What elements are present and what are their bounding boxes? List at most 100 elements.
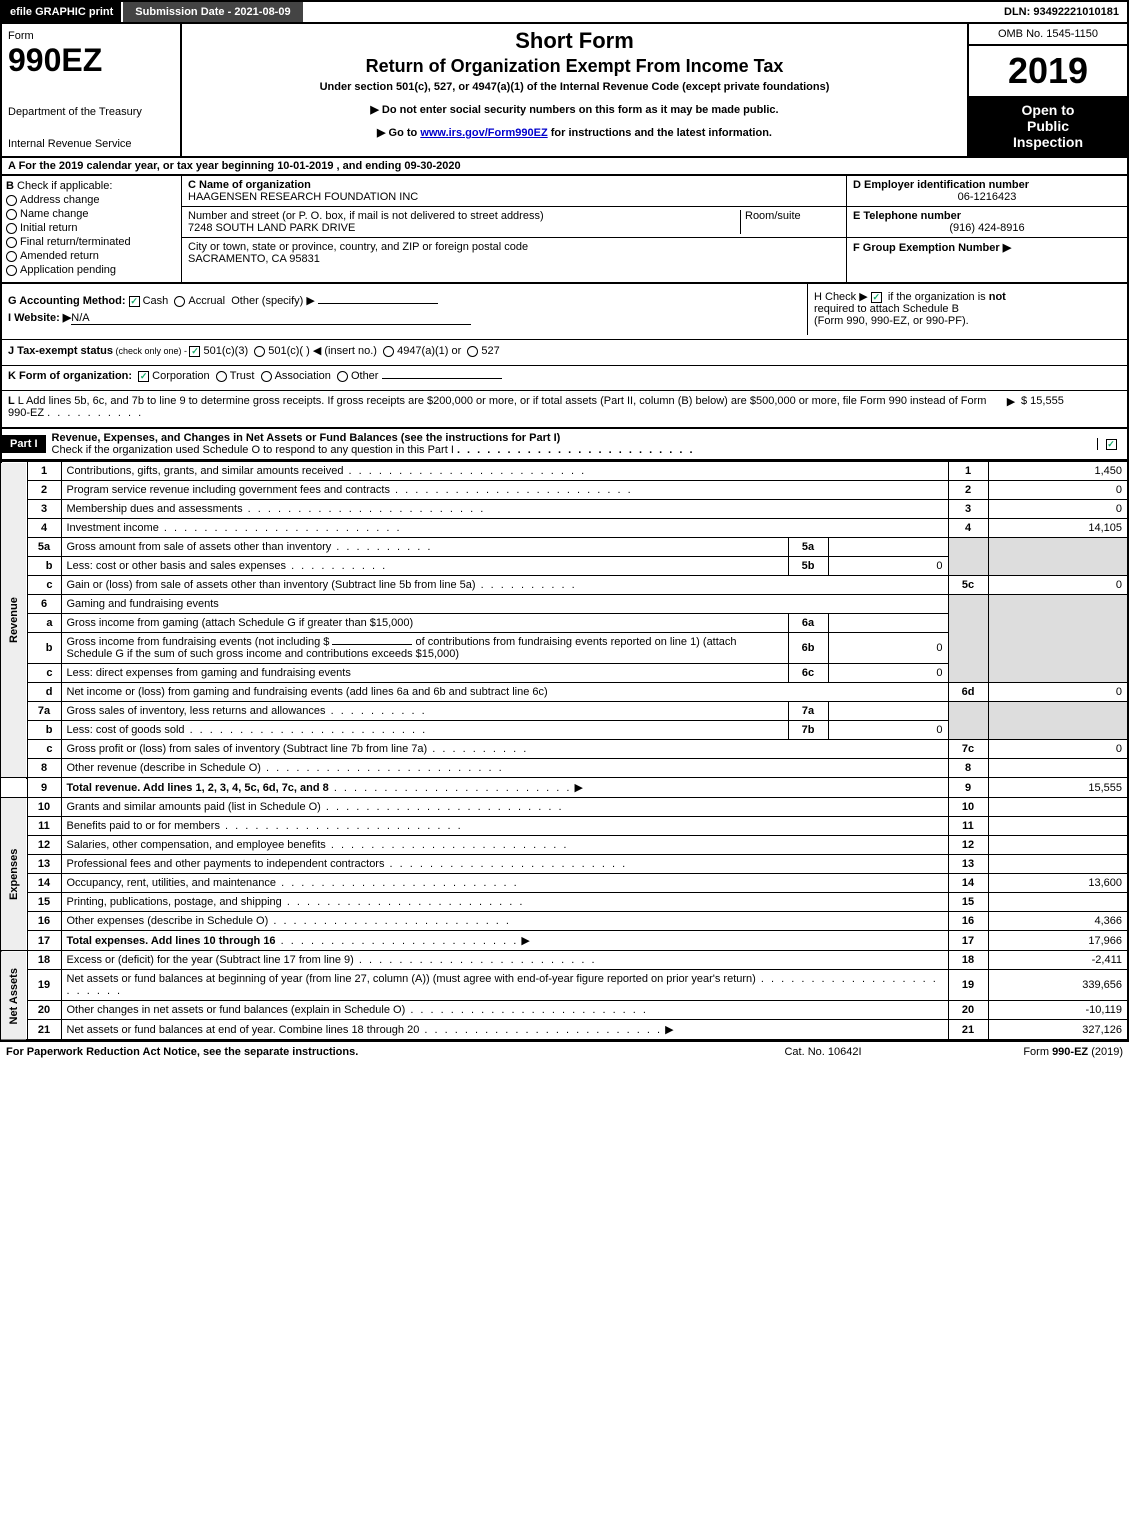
line3-amount: 0 bbox=[988, 500, 1128, 519]
line4-amount: 14,105 bbox=[988, 519, 1128, 538]
line7c-col: 7c bbox=[948, 740, 988, 759]
note-link: ▶ Go to www.irs.gov/Form990EZ for instru… bbox=[186, 126, 963, 139]
chk-501c[interactable] bbox=[254, 346, 265, 357]
line6a-desc: Gross income from gaming (attach Schedul… bbox=[61, 614, 788, 633]
chk-address-change[interactable] bbox=[6, 195, 17, 206]
line9-amount: 15,555 bbox=[988, 778, 1128, 798]
chk-527[interactable] bbox=[467, 346, 478, 357]
line6b-box: 6b bbox=[788, 633, 828, 664]
chk-initial-return[interactable] bbox=[6, 223, 17, 234]
period-line-a: A For the 2019 calendar year, or tax yea… bbox=[0, 158, 1129, 176]
title-short-form: Short Form bbox=[186, 28, 963, 54]
line10-desc: Grants and similar amounts paid (list in… bbox=[67, 801, 321, 813]
line15-desc: Printing, publications, postage, and shi… bbox=[67, 896, 282, 908]
other-org-input[interactable] bbox=[382, 378, 502, 379]
part1-bar: Part I bbox=[2, 435, 46, 453]
open-line3: Inspection bbox=[973, 134, 1123, 150]
note-link-post: for instructions and the latest informat… bbox=[548, 127, 772, 139]
section-de: D Employer identification number 06-1216… bbox=[847, 176, 1127, 282]
line15-amount bbox=[988, 893, 1128, 912]
line20-desc: Other changes in net assets or fund bala… bbox=[67, 1004, 406, 1016]
lbl-association: Association bbox=[275, 370, 331, 382]
room-label: Room/suite bbox=[740, 210, 840, 234]
note-link-pre: ▶ Go to bbox=[377, 127, 420, 139]
lbl-corporation: Corporation bbox=[152, 370, 209, 382]
lbl-other-method: Other (specify) ▶ bbox=[231, 295, 315, 307]
chk-corporation[interactable] bbox=[138, 371, 149, 382]
line3-desc: Membership dues and assessments bbox=[67, 503, 243, 515]
line14-desc: Occupancy, rent, utilities, and maintena… bbox=[67, 877, 277, 889]
page-footer: For Paperwork Reduction Act Notice, see … bbox=[0, 1041, 1129, 1062]
footer-catno: Cat. No. 10642I bbox=[723, 1046, 923, 1058]
line14-num: 14 bbox=[27, 874, 61, 893]
line5a-num: 5a bbox=[27, 538, 61, 557]
line15-num: 15 bbox=[27, 893, 61, 912]
lbl-trust: Trust bbox=[230, 370, 255, 382]
line-k: K Form of organization: Corporation Trus… bbox=[2, 365, 1127, 386]
financial-table: Revenue 1 Contributions, gifts, grants, … bbox=[0, 461, 1129, 1041]
line10-num: 10 bbox=[27, 798, 61, 817]
line5b-val: 0 bbox=[828, 557, 948, 576]
line7a-box: 7a bbox=[788, 702, 828, 721]
line6d-amount: 0 bbox=[988, 683, 1128, 702]
line7b-desc: Less: cost of goods sold bbox=[67, 724, 185, 736]
line7c-amount: 0 bbox=[988, 740, 1128, 759]
addr-value: 7248 SOUTH LAND PARK DRIVE bbox=[188, 222, 740, 234]
line4-num: 4 bbox=[27, 519, 61, 538]
chk-cash[interactable] bbox=[129, 296, 140, 307]
l-text: L Add lines 5b, 6c, and 7b to line 9 to … bbox=[8, 395, 986, 419]
line11-col: 11 bbox=[948, 817, 988, 836]
chk-association[interactable] bbox=[261, 371, 272, 382]
line-j: J Tax-exempt status (check only one) - 5… bbox=[2, 339, 1127, 361]
chk-amended-return[interactable] bbox=[6, 251, 17, 262]
line6a-num: a bbox=[27, 614, 61, 633]
line6c-desc: Less: direct expenses from gaming and fu… bbox=[67, 667, 351, 679]
k-label: K Form of organization: bbox=[8, 370, 132, 382]
lbl-527: 527 bbox=[481, 345, 499, 357]
other-method-input[interactable] bbox=[318, 303, 438, 304]
line6c-box: 6c bbox=[788, 664, 828, 683]
footer-right: Form 990-EZ (2019) bbox=[923, 1046, 1123, 1058]
line6b-amount-input[interactable] bbox=[332, 644, 412, 645]
chk-final-return[interactable] bbox=[6, 237, 17, 248]
line19-num: 19 bbox=[27, 970, 61, 1001]
chk-name-change[interactable] bbox=[6, 209, 17, 220]
submission-date-button[interactable]: Submission Date - 2021-08-09 bbox=[123, 2, 302, 22]
line2-amount: 0 bbox=[988, 481, 1128, 500]
phone-value: (916) 424-8916 bbox=[853, 222, 1121, 234]
line5b-box: 5b bbox=[788, 557, 828, 576]
subtitle: Under section 501(c), 527, or 4947(a)(1)… bbox=[186, 81, 963, 93]
chk-schedule-b-not-required[interactable] bbox=[871, 292, 882, 303]
identification-block: B Check if applicable: Address change Na… bbox=[0, 176, 1129, 284]
line19-amount: 339,656 bbox=[988, 970, 1128, 1001]
chk-schedule-o-part1[interactable] bbox=[1106, 439, 1117, 450]
top-bar: efile GRAPHIC print Submission Date - 20… bbox=[0, 0, 1129, 24]
line14-col: 14 bbox=[948, 874, 988, 893]
part1-title: Revenue, Expenses, and Changes in Net As… bbox=[46, 429, 1097, 459]
website-value: N/A bbox=[71, 312, 471, 325]
chk-application-pending[interactable] bbox=[6, 265, 17, 276]
line19-desc: Net assets or fund balances at beginning… bbox=[67, 973, 756, 985]
line7a-desc: Gross sales of inventory, less returns a… bbox=[67, 705, 326, 717]
line21-num: 21 bbox=[27, 1020, 61, 1041]
lbl-other-org: Other bbox=[351, 370, 379, 382]
city-value: SACRAMENTO, CA 95831 bbox=[188, 253, 840, 265]
chk-other-org[interactable] bbox=[337, 371, 348, 382]
line5a-box: 5a bbox=[788, 538, 828, 557]
chk-501c3[interactable] bbox=[189, 346, 200, 357]
line18-col: 18 bbox=[948, 951, 988, 970]
irs-link[interactable]: www.irs.gov/Form990EZ bbox=[420, 127, 547, 139]
line6a-val bbox=[828, 614, 948, 633]
lbl-final-return: Final return/terminated bbox=[20, 236, 131, 248]
chk-trust[interactable] bbox=[216, 371, 227, 382]
line5a-desc: Gross amount from sale of assets other t… bbox=[67, 541, 332, 553]
chk-accrual[interactable] bbox=[174, 296, 185, 307]
form-number: 990EZ bbox=[8, 42, 174, 79]
chk-4947a1[interactable] bbox=[383, 346, 394, 357]
line1-num: 1 bbox=[27, 462, 61, 481]
title-return: Return of Organization Exempt From Incom… bbox=[186, 56, 963, 77]
line21-col: 21 bbox=[948, 1020, 988, 1041]
section-b: B Check if applicable: Address change Na… bbox=[2, 176, 182, 282]
line17-col: 17 bbox=[948, 931, 988, 951]
efile-print-button[interactable]: efile GRAPHIC print bbox=[2, 2, 123, 22]
